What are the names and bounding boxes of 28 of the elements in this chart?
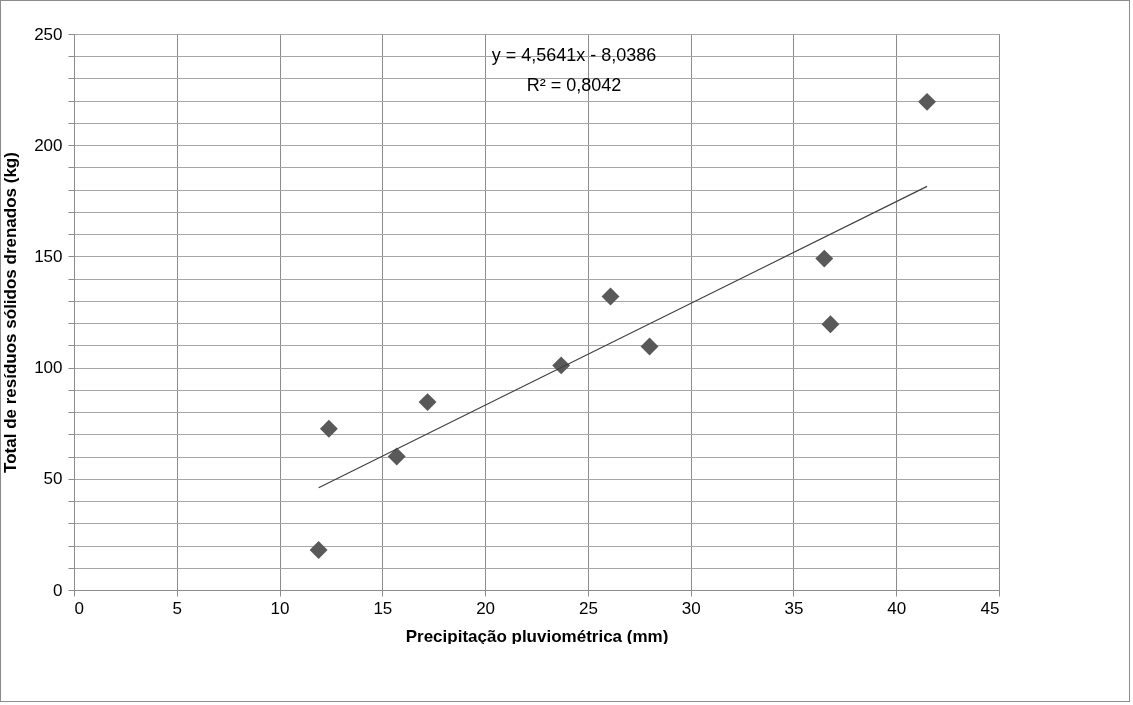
x-tick-label: 35 <box>784 598 804 618</box>
y-tick-label: 150 <box>34 246 63 266</box>
annotation: y = 4,5641x - 8,0386 <box>491 45 657 65</box>
x-tick-label: 40 <box>887 598 907 618</box>
x-tick-label: 30 <box>681 598 701 618</box>
y-tick-label: 200 <box>34 135 63 155</box>
y-tick-label: 50 <box>43 469 63 489</box>
x-tick-label: 10 <box>270 598 290 618</box>
point <box>418 393 437 412</box>
x-tick-label: 0 <box>74 598 84 618</box>
point <box>601 287 620 306</box>
point <box>918 92 936 111</box>
point <box>319 419 338 438</box>
y-axis-title: Total de resíduos sólidos drenados (kg) <box>1 152 21 473</box>
point <box>640 337 659 356</box>
y-tick-label: 250 <box>34 24 63 44</box>
annotation: R² = 0,8042 <box>526 75 622 95</box>
y-tick-label: 0 <box>53 580 63 600</box>
x-tick-label: 15 <box>373 598 393 618</box>
point <box>821 315 840 334</box>
x-tick-label: 5 <box>172 598 183 618</box>
point <box>387 447 406 466</box>
point <box>815 249 834 268</box>
x-tick-label: 25 <box>578 598 598 618</box>
point <box>309 541 328 559</box>
x-tick-label: 45 <box>980 598 1000 618</box>
y-tick-label: 100 <box>34 358 63 378</box>
x-tick-label: 20 <box>476 598 496 618</box>
